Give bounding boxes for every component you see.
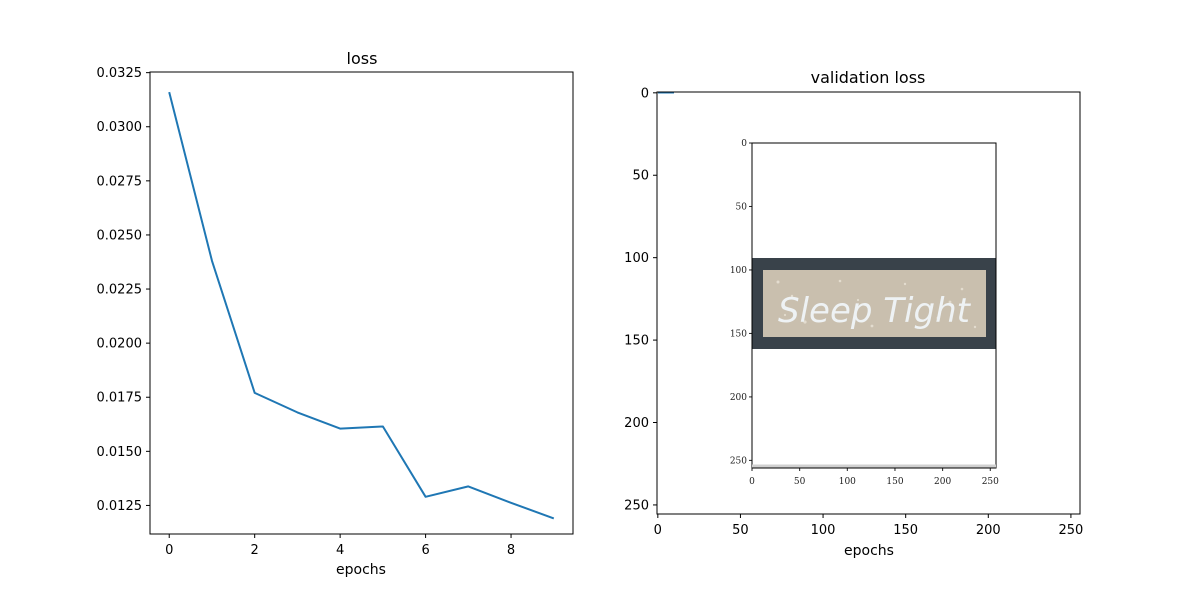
loss-x-tick-label: 8 [507,543,515,558]
nested-image-y-ticks: 0 50 100 150 200 250 [730,139,752,466]
loss-title: loss [347,49,378,68]
sign-panel [763,270,986,337]
loss-y-tick-label: 0.0275 [97,174,143,189]
loss-x-tick-label: 6 [421,543,429,558]
nested-image-y-tick-label: 250 [730,456,747,466]
loss-y-tick-label: 0.0300 [97,120,143,135]
nested-image-x-tick-label: 0 [749,477,755,487]
validation-loss-x-tick-label: 250 [1058,523,1083,538]
validation-loss-x-tick-label: 200 [976,523,1001,538]
loss-x-tick-label: 2 [251,543,259,558]
loss-series-line [168,91,555,520]
nested-image-y-tick-label: 0 [741,139,747,149]
loss-y-tick-label: 0.0250 [97,228,143,243]
validation-loss-y-tick-label: 100 [624,251,649,266]
loss-y-tick-label: 0.0150 [97,445,143,460]
validation-loss-x-tick-label: 0 [654,523,662,538]
validation-loss-x-tick-label: 150 [893,523,918,538]
validation-loss-title: validation loss [811,68,926,87]
loss-y-ticks: 0.0125 0.0150 0.0175 0.0200 0.0225 0.0250 0.02… [97,66,150,514]
validation-loss-axes-frame [656,91,1081,515]
loss-x-axis-label: epochs [336,562,386,578]
nested-image-y-tick-label: 100 [730,266,747,276]
loss-plot: loss 0.0125 0.0150 0.0175 0.0200 0.0225 0.025… [97,49,574,578]
sign-speckles [776,279,977,329]
validation-loss-y-ticks: 0 50 100 150 200 250 [624,86,657,513]
validation-loss-y-tick-label: 0 [641,86,649,101]
sign-text: Sleep Tight [778,291,972,331]
loss-y-tick-label: 0.0325 [97,66,143,81]
validation-loss-plot: validation loss 0 50 100 150 200 250 0 50 100 15… [624,68,1083,559]
nested-image-axes-frame [751,142,997,469]
validation-loss-y-tick-label: 150 [624,334,649,349]
loss-x-tick-label: 4 [336,543,344,558]
loss-y-tick-label: 0.0125 [97,499,143,514]
nested-image-x-tick-label: 250 [982,477,999,487]
nested-image-x-ticks: 0 50 100 150 200 250 [749,468,999,487]
nested-image-x-tick-label: 200 [934,477,951,487]
validation-loss-x-ticks: 0 50 100 150 200 250 [654,514,1083,538]
nested-image-y-tick-label: 200 [730,393,747,403]
validation-loss-x-tick-label: 50 [732,523,749,538]
nested-image-x-tick-label: 100 [839,477,856,487]
validation-loss-y-tick-label: 50 [632,169,649,184]
loss-x-tick-label: 0 [165,543,173,558]
loss-y-tick-label: 0.0200 [97,337,143,352]
loss-y-tick-label: 0.0175 [97,391,143,406]
nested-image-y-tick-label: 150 [730,329,747,339]
loss-x-ticks: 0 2 4 6 8 [165,534,515,558]
validation-loss-y-tick-label: 200 [624,416,649,431]
validation-loss-x-axis-label: epochs [844,543,894,559]
loss-y-tick-label: 0.0225 [97,283,143,298]
loss-axes-frame [149,71,574,535]
validation-loss-x-tick-label: 100 [811,523,836,538]
nested-image-x-tick-label: 50 [794,477,806,487]
validation-loss-y-tick-label: 250 [624,498,649,513]
nested-figure-image: 0 50 100 150 200 250 0 50 100 150 200 250 Sleep Ti… [658,92,999,487]
nested-image-x-tick-label: 150 [886,477,903,487]
nested-image-y-tick-label: 50 [736,202,748,212]
